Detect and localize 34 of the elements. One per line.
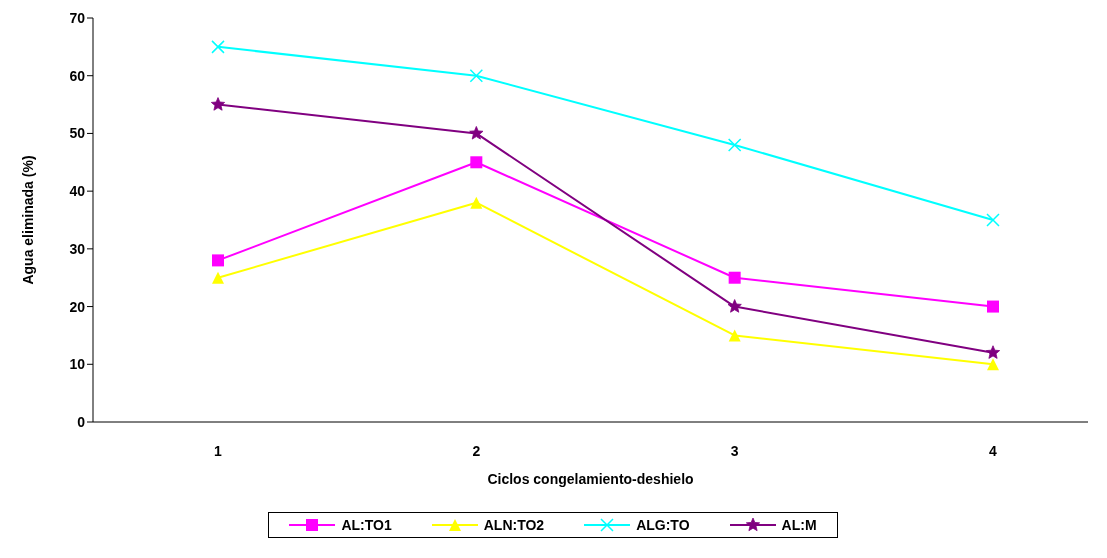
y-tick-label: 50 [69,125,86,142]
point [986,213,1000,227]
x-tick-label: 2 [472,442,481,459]
y-tick-label: 30 [69,240,86,257]
y-tick-label: 40 [69,183,86,200]
y-tick-label: 60 [69,67,86,84]
point [210,97,226,111]
x-axis-title: Ciclos congelamiento-deshielo [487,471,694,487]
legend-label: AL:TO1 [341,517,392,533]
point [211,40,225,54]
point [985,345,1001,359]
legend-label: AL:M [781,517,817,533]
y-tick-label: 0 [77,413,86,430]
y-tick-label: 10 [69,356,86,373]
point [727,299,742,313]
legend-label: ALG:TO [636,517,690,533]
x-tick-label: 1 [214,442,223,459]
x-tick-label: 3 [730,442,739,459]
point [728,329,741,342]
x-tick-label: 4 [989,442,998,459]
legend-label: ALN:TO2 [483,517,545,533]
point [212,254,224,267]
point [727,138,742,152]
point [987,358,999,371]
y-tick-label: 20 [69,298,86,315]
point [469,126,484,140]
point [987,300,999,313]
point [212,271,224,284]
point [728,271,741,284]
y-axis-title: Agua eliminada (%) [19,155,36,285]
point [470,156,483,169]
y-tick-label: 70 [69,9,86,26]
point [470,196,483,209]
point [469,68,484,83]
